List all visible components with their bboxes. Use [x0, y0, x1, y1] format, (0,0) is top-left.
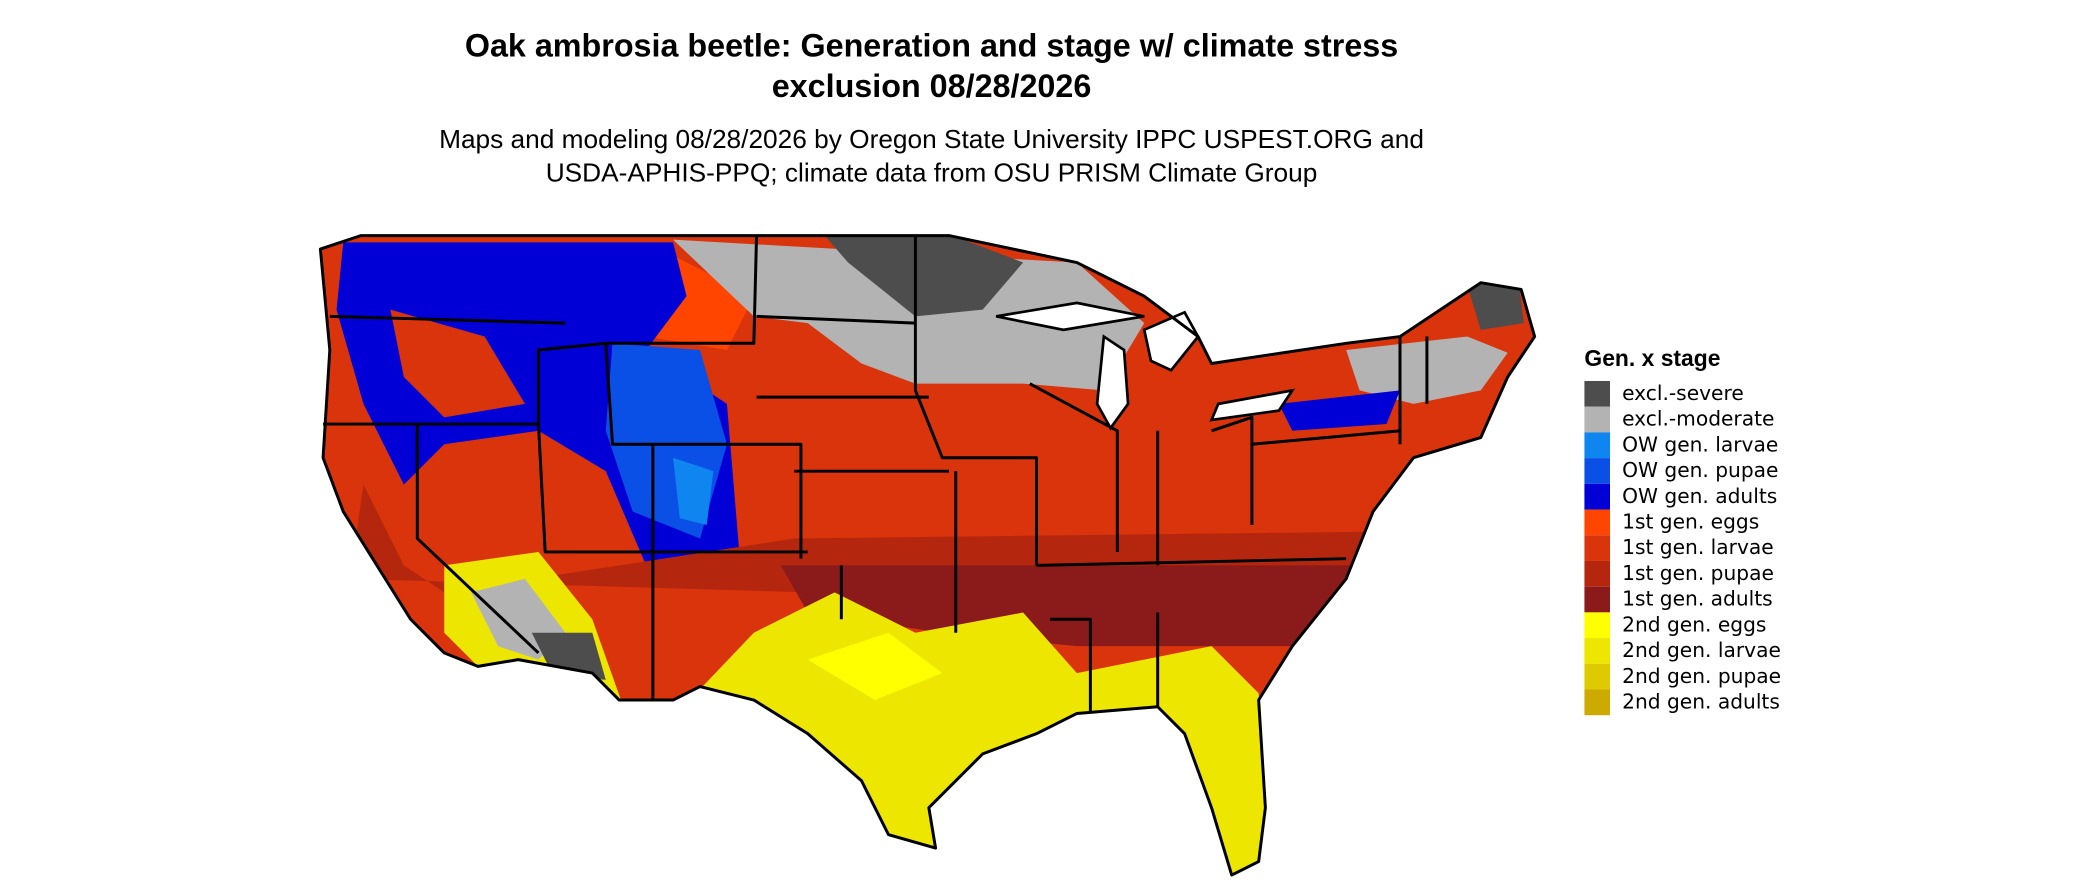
legend-swatch: [1584, 638, 1610, 664]
region: [1278, 390, 1400, 431]
region: [821, 235, 1024, 317]
subtitle-line: USDA-APHIS-PPQ; climate data from OSU PR…: [546, 158, 1318, 188]
legend-label: 2nd gen. eggs: [1622, 612, 1766, 636]
region: [807, 632, 943, 701]
legend-label: 2nd gen. larvae: [1622, 638, 1781, 662]
legend-label: 1st gen. adults: [1622, 587, 1773, 611]
legend-label: excl.-moderate: [1622, 407, 1774, 431]
legend-label: 2nd gen. pupae: [1622, 664, 1781, 688]
region: [780, 565, 1360, 647]
legend: Gen. x stage excl.-severeexcl.-moderateO…: [1584, 345, 1781, 716]
legend-swatch: [1584, 406, 1610, 433]
legend-label: OW gen. larvae: [1622, 432, 1778, 456]
legend-label: OW gen. pupae: [1622, 458, 1778, 482]
legend-label: 1st gen. eggs: [1622, 510, 1759, 534]
legend-label: 1st gen. pupae: [1622, 561, 1774, 585]
region: [1467, 280, 1524, 330]
region: [673, 457, 714, 526]
legend-title: Gen. x stage: [1584, 345, 1720, 371]
region: [390, 309, 525, 418]
title-line: exclusion 08/28/2026: [772, 68, 1092, 104]
legend-swatch: [1584, 509, 1610, 536]
subtitle-line: Maps and modeling 08/28/2026 by Oregon S…: [439, 124, 1424, 154]
map: [318, 234, 1537, 877]
legend-swatch: [1584, 535, 1610, 561]
legend-swatch: [1584, 663, 1610, 690]
region: [673, 239, 1145, 391]
legend-swatch: [1584, 458, 1610, 484]
legend-swatch: [1584, 380, 1610, 407]
legend-label: 2nd gen. adults: [1622, 689, 1780, 713]
legend-label: excl.-severe: [1622, 381, 1744, 405]
legend-label: 1st gen. larvae: [1622, 535, 1774, 559]
title-line: Oak ambrosia beetle: Generation and stag…: [465, 28, 1398, 64]
legend-swatch: [1584, 483, 1610, 510]
legend-label: OW gen. adults: [1622, 484, 1777, 508]
legend-swatch: [1584, 689, 1610, 716]
legend-swatch: [1584, 560, 1610, 587]
legend-swatch: [1584, 612, 1610, 639]
legend-swatch: [1584, 586, 1610, 613]
legend-swatch: [1584, 432, 1610, 459]
